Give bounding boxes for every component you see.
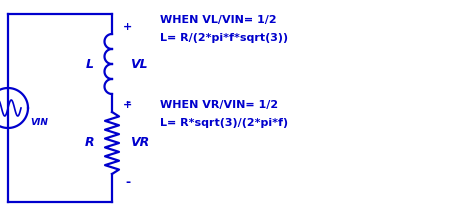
Text: -: - <box>126 96 130 109</box>
Text: WHEN VR/VIN= 1/2: WHEN VR/VIN= 1/2 <box>160 100 278 110</box>
Text: WHEN VL/VIN= 1/2: WHEN VL/VIN= 1/2 <box>160 15 277 25</box>
Text: -: - <box>126 176 130 189</box>
Text: +: + <box>123 100 133 110</box>
Text: VL: VL <box>130 57 147 71</box>
Text: VIN: VIN <box>30 118 48 127</box>
Text: R: R <box>85 137 95 149</box>
Text: VR: VR <box>130 137 149 149</box>
Text: L= R/(2*pi*f*sqrt(3)): L= R/(2*pi*f*sqrt(3)) <box>160 33 288 43</box>
Text: L: L <box>86 57 94 71</box>
Text: L= R*sqrt(3)/(2*pi*f): L= R*sqrt(3)/(2*pi*f) <box>160 118 288 128</box>
Text: +: + <box>123 22 133 32</box>
